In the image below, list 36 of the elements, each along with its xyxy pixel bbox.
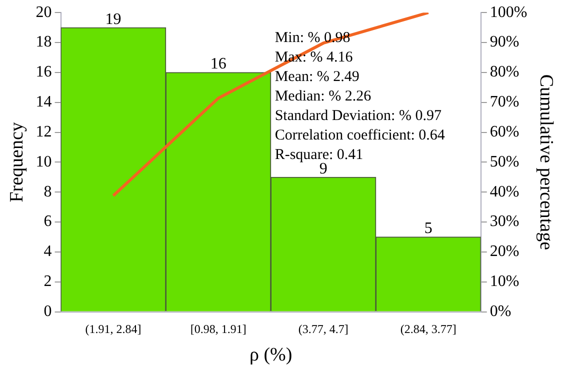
annotation: Mean: % 2.49: [274, 69, 360, 86]
data-label: 16: [210, 56, 226, 73]
y2-tick-label: 0%: [490, 303, 512, 320]
y2-tick-label: 40%: [490, 183, 520, 200]
y2-tick-label: 70%: [490, 94, 520, 111]
data-label: 19: [105, 10, 122, 28]
annotation: Standard Deviation: % 0.97: [274, 108, 442, 124]
x-tick-label: (1.91, 2.84]: [85, 322, 142, 336]
data-label: 5: [424, 220, 432, 238]
annotation: Correlation coefficient: 0.64: [274, 128, 446, 144]
x-tick-label: [0.98, 1.91]: [190, 322, 246, 336]
x-tick-label: (2.84, 3.77]: [400, 322, 456, 336]
y-tick-label: 18: [36, 34, 52, 51]
x-axis-title: ρ (%): [249, 344, 292, 366]
y2-tick-label: 100%: [490, 4, 528, 21]
y-tick-label: 8: [44, 183, 52, 200]
y2-tick-label: 50%: [490, 153, 520, 170]
y2-tick-label: 20%: [490, 243, 520, 260]
x-tick-label: (3.77, 4.7]: [298, 322, 348, 336]
y-tick-label: 4: [44, 243, 52, 260]
y-tick-label: 16: [36, 64, 52, 81]
y2-tick-label: 80%: [490, 64, 520, 81]
y2-tick-label: 30%: [490, 213, 520, 230]
y-axis-title: Frequency: [6, 122, 28, 202]
annotation: Median: % 2.26: [274, 88, 372, 105]
y-tick-label: 12: [36, 123, 52, 140]
y2-tick-label: 10%: [490, 273, 520, 290]
y2-tick-label: 60%: [490, 123, 520, 140]
y-tick-label: 20: [36, 4, 52, 21]
y-tick-label: 0: [44, 303, 52, 320]
y-tick-label: 2: [44, 273, 52, 290]
y-tick-label: 6: [44, 213, 52, 230]
y-tick-label: 10: [36, 153, 52, 170]
y-tick-label: 14: [36, 94, 52, 111]
y2-axis-title: Cumulative percentage: [536, 74, 557, 250]
y2-tick-label: 90%: [490, 34, 520, 51]
